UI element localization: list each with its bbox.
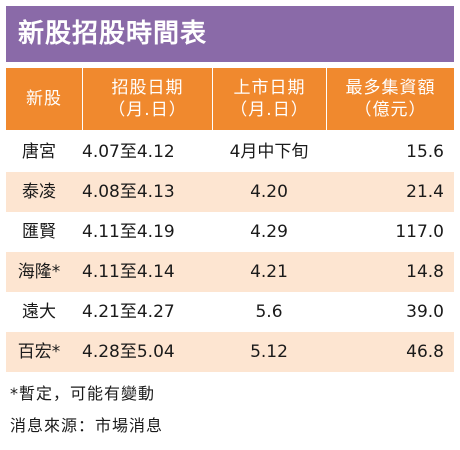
- header-divider: [82, 68, 83, 130]
- max-raise-amount: 117.0: [395, 222, 444, 242]
- stock-name: 匯賢: [22, 222, 56, 242]
- table-row: 海隆* 4.11至4.14 4.21 14.8: [6, 252, 454, 292]
- header-max-raise-unit: （億元）: [354, 100, 427, 120]
- offer-period: 4.21至4.27: [82, 302, 175, 322]
- table-row: 百宏* 4.28至5.04 5.12 46.8: [6, 332, 454, 372]
- stock-name: 海隆*: [17, 262, 61, 282]
- header-divider: [212, 68, 213, 130]
- header-divider: [326, 68, 327, 130]
- max-raise-amount: 15.6: [406, 142, 444, 162]
- max-raise-amount: 46.8: [406, 342, 444, 362]
- table-row: 遠大 4.21至4.27 5.6 39.0: [6, 292, 454, 332]
- header-offer-date-label: 招股日期: [111, 78, 184, 98]
- table-title: 新股招股時間表: [6, 6, 454, 62]
- header-listing-date-unit: （月.日）: [230, 100, 309, 120]
- listing-date: 4月中下旬: [229, 142, 309, 162]
- source-note: 消息來源：市場消息: [10, 416, 164, 435]
- offer-period: 4.11至4.14: [82, 262, 175, 282]
- max-raise-amount: 14.8: [406, 262, 444, 282]
- max-raise-amount: 21.4: [406, 182, 444, 202]
- offer-period: 4.11至4.19: [82, 222, 175, 242]
- header-listing-date: 上市日期 （月.日）: [213, 68, 326, 130]
- listing-date: 5.12: [250, 342, 288, 362]
- table-row: 泰凌 4.08至4.13 4.20 21.4: [6, 172, 454, 212]
- max-raise-amount: 39.0: [406, 302, 444, 322]
- stock-name: 唐宮: [22, 142, 56, 162]
- header-listing-date-label: 上市日期: [233, 78, 306, 98]
- header-offer-date-unit: （月.日）: [108, 100, 187, 120]
- header-max-raise: 最多集資額 （億元）: [327, 68, 454, 130]
- footnote: *暫定，可能有變動: [10, 384, 156, 403]
- table-row: 唐宮 4.07至4.12 4月中下旬 15.6: [6, 132, 454, 172]
- table-row: 匯賢 4.11至4.19 4.29 117.0: [6, 212, 454, 252]
- header-stock: 新股: [6, 68, 82, 130]
- header-stock-label: 新股: [26, 89, 62, 109]
- stock-name: 泰凌: [22, 182, 56, 202]
- offer-period: 4.28至5.04: [82, 342, 175, 362]
- header-max-raise-label: 最多集資額: [345, 78, 436, 98]
- listing-date: 5.6: [255, 302, 283, 322]
- offer-period: 4.08至4.13: [82, 182, 175, 202]
- listing-date: 4.21: [250, 262, 288, 282]
- listing-date: 4.29: [250, 222, 288, 242]
- listing-date: 4.20: [250, 182, 288, 202]
- header-offer-date: 招股日期 （月.日）: [83, 68, 212, 130]
- stock-name: 遠大: [22, 302, 56, 322]
- stock-name: 百宏*: [17, 342, 61, 362]
- table-header: 新股 招股日期 （月.日） 上市日期 （月.日） 最多集資額 （億元）: [6, 68, 454, 130]
- offer-period: 4.07至4.12: [82, 142, 175, 162]
